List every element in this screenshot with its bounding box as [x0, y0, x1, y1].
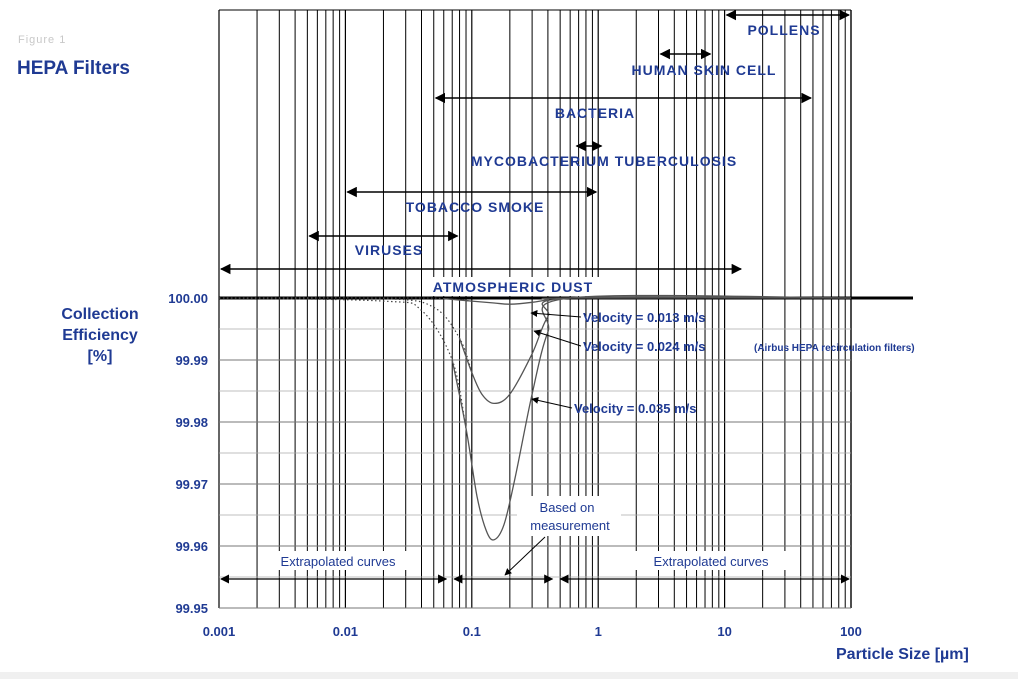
velocity-leader-arrow	[530, 310, 582, 318]
curve-line	[443, 297, 852, 305]
range-label: HUMAN SKIN CELL	[632, 62, 777, 78]
range-label: VIRUSES	[355, 242, 423, 258]
y-axis-label-line: [%]	[87, 348, 113, 365]
curve-line	[451, 294, 852, 541]
curve-extrapolated	[218, 297, 467, 429]
range-label-background	[423, 277, 603, 296]
page-title: HEPA Filters	[17, 58, 130, 79]
x-tick-label: 0.1	[463, 624, 481, 639]
velocity-label: Velocity = 0.035 m/s	[574, 401, 697, 416]
x-tick-label: 0.01	[333, 624, 358, 639]
range-label: MYCOBACTERIUM TUBERCULOSIS	[471, 153, 737, 169]
measured-label: Based on	[540, 500, 595, 515]
x-tick-label: 0.001	[203, 624, 236, 639]
range-label: BACTERIA	[555, 105, 635, 121]
curve-line	[458, 295, 852, 405]
range-label: ATMOSPHERIC DUST	[433, 279, 593, 295]
measured-leader-arrow	[504, 536, 546, 576]
figure-caption: Figure 1	[18, 34, 67, 46]
curve-annotations: Velocity = 0.013 m/s Velocity = 0.024 m/s…	[220, 310, 915, 584]
velocity-note: (Airbus HEPA recirculation filters)	[754, 343, 915, 354]
velocity-leader-arrow	[531, 396, 573, 409]
y-axis-label: Collection Efficiency [%]	[45, 304, 155, 367]
bottom-bar	[0, 672, 1018, 679]
y-axis-label-line: Efficiency	[62, 327, 138, 344]
range-label: POLLENS	[747, 22, 820, 38]
efficiency-curves	[218, 294, 852, 541]
curve-extrapolated	[218, 297, 473, 373]
y-tick-label: 99.97	[175, 477, 208, 492]
x-tick-label: 1	[595, 624, 602, 639]
label-background	[258, 551, 418, 570]
x-tick-label: 10	[717, 624, 731, 639]
extrapolated-label-left: Extrapolated curves	[281, 554, 396, 569]
x-tick-label: 100	[840, 624, 862, 639]
label-background	[630, 551, 790, 570]
measured-label: measurement	[530, 518, 610, 533]
axis-ticks: 100.00 99.99 99.98 99.97 99.96 99.95 0.001 0.01…	[168, 291, 862, 639]
particle-ranges: POLLENS HUMAN SKIN CELL BACTERIA MYCOBACTER…	[219, 9, 851, 296]
range-label: TOBACCO SMOKE	[406, 199, 545, 215]
velocity-label: Velocity = 0.013 m/s	[583, 310, 706, 325]
grid-lines	[218, 9, 913, 609]
y-tick-label: 99.98	[175, 415, 208, 430]
velocity-leader-arrow	[533, 329, 582, 347]
y-tick-label: 100.00	[168, 291, 208, 306]
y-tick-label: 99.95	[175, 601, 208, 616]
y-tick-label: 99.96	[175, 539, 208, 554]
extrapolated-label-right: Extrapolated curves	[654, 554, 769, 569]
x-axis-label: Particle Size [µm]	[836, 646, 969, 663]
velocity-label: Velocity = 0.024 m/s	[583, 339, 706, 354]
label-background	[517, 496, 621, 536]
y-axis-label-line: Collection	[61, 306, 139, 323]
y-tick-label: 99.99	[175, 353, 208, 368]
